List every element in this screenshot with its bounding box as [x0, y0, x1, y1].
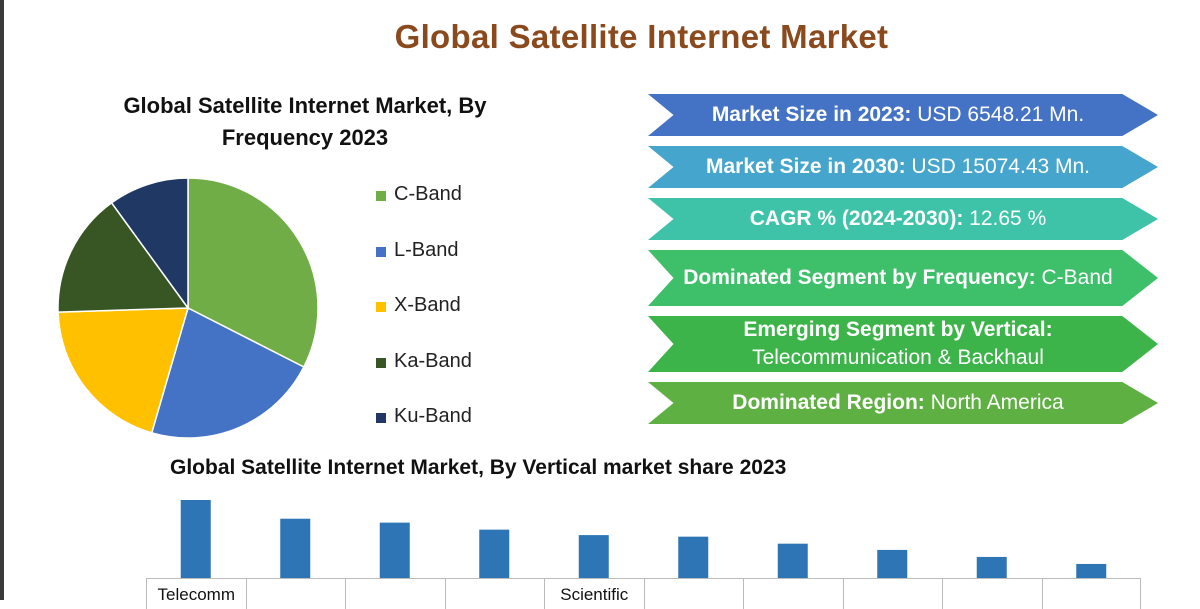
category-label: Telecomm	[146, 579, 246, 609]
category-label: Scientific	[544, 579, 644, 609]
legend-label: Ka-Band	[394, 349, 472, 372]
legend-swatch	[376, 246, 386, 257]
legend-swatch	[376, 191, 386, 201]
stat-value: Telecommunication & Backhaul	[752, 346, 1044, 369]
legend-label: L-Band	[394, 238, 459, 261]
page-title: Global Satellite Internet Market	[394, 18, 889, 55]
stat-label: Dominated Region:	[732, 391, 925, 414]
bar-chart-title: Global Satellite Internet Market, By Ver…	[170, 456, 787, 479]
legend-swatch	[376, 413, 386, 423]
pie-chart-title: Global Satellite Internet Market, By Fre…	[70, 90, 540, 154]
category-axis: Telecomm Scientific	[146, 578, 1141, 609]
stat-banner: Emerging Segment by Vertical: Telecommun…	[648, 316, 1158, 372]
stat-label: Dominated Segment by Frequency:	[683, 266, 1036, 289]
pie-slice-c-band	[187, 177, 319, 369]
stat-label: Emerging Segment by Vertical:	[743, 318, 1053, 341]
vertical-bar-chart	[180, 500, 1107, 578]
legend-label: Ku-Band	[394, 405, 472, 427]
pie-slice-ku-band	[110, 177, 189, 311]
frequency-pie-chart	[57, 177, 319, 439]
stat-value: North America	[924, 391, 1064, 414]
stat-value: C-Band	[1035, 266, 1113, 289]
pie-title-line-1: Global Satellite Internet Market, By	[123, 93, 487, 118]
bar-5	[578, 535, 609, 578]
bar-9	[976, 556, 1007, 578]
bar-2	[280, 518, 311, 578]
category-label	[444, 579, 545, 609]
category-label	[1041, 579, 1141, 609]
bar-8	[877, 549, 908, 578]
bar-1	[180, 500, 211, 578]
bar-3	[379, 522, 410, 578]
legend-swatch	[376, 357, 386, 368]
legend-label: X-Band	[394, 294, 461, 316]
pie-slice-x-band	[57, 307, 190, 434]
stat-label: Market Size in 2023:	[711, 103, 912, 126]
legend-swatch	[376, 302, 386, 312]
stat-label: CAGR % (2024-2030):	[749, 207, 964, 230]
pie-title-line-2: Frequency 2023	[221, 125, 389, 150]
stat-value: 12.65 %	[963, 207, 1047, 230]
stat-banner: Dominated Segment by Frequency: C-Band	[648, 250, 1158, 306]
category-label	[245, 579, 346, 609]
stat-value: USD 15074.43 Mn.	[905, 155, 1091, 178]
stat-banner: Market Size in 2030: USD 15074.43 Mn.	[648, 146, 1158, 188]
category-label	[942, 579, 1042, 609]
bar-4	[479, 529, 510, 578]
category-label	[345, 579, 445, 609]
bar-6	[678, 536, 709, 578]
stat-banner: Dominated Region: North America	[648, 382, 1158, 424]
legend-label: C-Band	[394, 183, 462, 205]
category-label	[842, 579, 943, 609]
bar-10	[1076, 563, 1107, 578]
pie-slice-ka-band	[57, 201, 190, 313]
category-label	[643, 579, 744, 609]
stat-banner: CAGR % (2024-2030): 12.65 %	[648, 198, 1158, 240]
category-label	[743, 579, 843, 609]
stat-label: Market Size in 2030:	[705, 155, 906, 178]
stat-banner: Market Size in 2023: USD 6548.21 Mn.	[648, 94, 1158, 136]
left-border	[0, 0, 4, 600]
bar-7	[777, 543, 808, 578]
pie-slice-l-band	[150, 306, 305, 439]
stat-value: USD 6548.21 Mn.	[911, 103, 1085, 126]
